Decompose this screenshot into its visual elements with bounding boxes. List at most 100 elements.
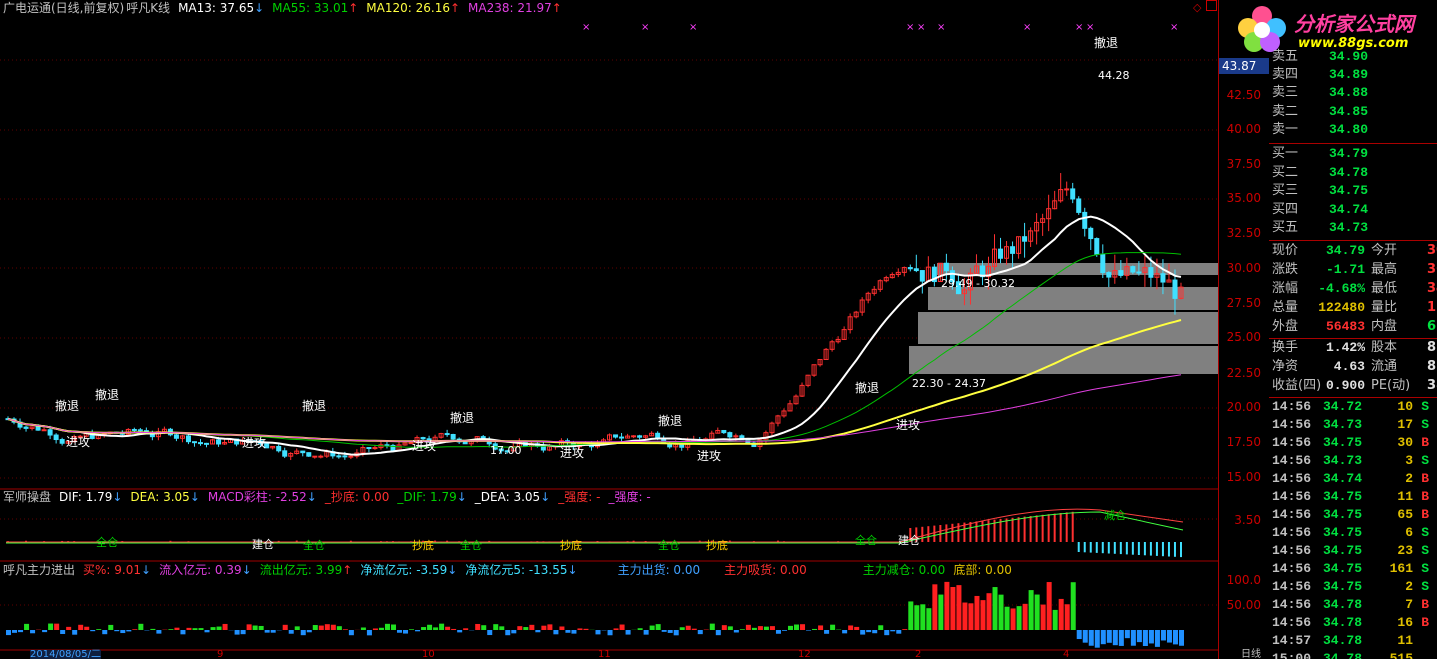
candle-body [131,428,137,431]
flow-bar [920,604,926,630]
flow-bar [739,629,745,630]
flow-bar [24,623,30,630]
flow-bar [360,627,366,630]
flow-bar [962,602,968,630]
fundamental-value: 8.6 [1427,359,1437,374]
annotation-jingong-4: 进攻 [560,446,585,460]
flow-bar [872,630,878,634]
tick-row: 14:56 34.75 6 S [1269,524,1437,542]
tick-price: 34.75 [1323,507,1363,522]
candle-body [721,429,727,434]
flow-bar [535,630,541,633]
tick-time: 14:56 [1272,507,1312,522]
diamond-icon[interactable]: ◇ [1193,1,1202,14]
flow-bar [378,627,384,630]
candle-body [222,441,228,445]
flow-bar [607,630,613,636]
candle-body [276,445,282,452]
ma120-arrow: ↑ [449,1,461,15]
candle-body [336,455,342,458]
flow-bar [998,594,1004,630]
fundamental-label: 换手 [1272,340,1299,355]
candle-body [733,435,739,438]
order-label: 卖一 [1272,121,1299,137]
flow-bar [457,630,463,633]
tick-time: 14:56 [1272,579,1312,594]
window-box-icon[interactable] [1206,0,1217,11]
flow-bar [1088,630,1094,646]
annotation-cheti-2: 撤退 [95,388,120,402]
quote-row: 涨跌 -1.71 最高 36 [1269,261,1437,279]
candle-body [360,447,366,454]
candle-body [727,432,733,438]
candle-body [29,426,35,429]
order-label: 卖三 [1272,85,1299,101]
candle-body [1064,188,1070,191]
flow-bar [866,630,872,633]
quote-row: 现价 34.79 今开 30 [1269,242,1437,260]
candle-body [450,433,456,440]
flow-bar [884,630,890,636]
candle-body [1004,246,1010,259]
flow-bar [1118,630,1124,646]
annotation-chaodi-2: 抄底 [560,539,582,552]
flow-bar [427,624,433,630]
buy-arrow: ↓ [141,563,152,577]
flow-bar [210,627,216,630]
flow-bar [336,626,342,630]
flow-bar [661,630,667,632]
tick-direction: S [1421,525,1429,540]
flow-bar [613,628,619,630]
date-month-1: 9 [217,649,224,659]
candle-body [1010,246,1016,254]
fundamental-label: 收益(四) [1272,378,1322,393]
candle-body [799,384,805,397]
order-price: 34.89 [1329,67,1369,83]
dif-label: DIF: 1.79 [59,490,113,504]
fundamental-label: 股本 [1371,340,1398,355]
flow-bar [234,630,240,635]
fundamental-row: 换手 1.42% 股本 8.9 [1269,339,1437,357]
flow-bar [1040,604,1046,630]
candle-body [631,435,637,438]
flow-bar [114,630,120,632]
flow-bar [48,623,54,630]
candle-body [805,374,811,386]
dif2-arrow: ↓ [456,490,467,504]
candlestick-chart[interactable]: × × × × × × × × × × [0,0,1218,659]
flow-bar [1034,594,1040,630]
candle-body [907,267,913,270]
tick-time: 14:56 [1272,417,1312,432]
flow-bar [727,626,733,630]
tick-time: 14:56 [1272,561,1312,576]
svg-text:×: × [917,22,925,33]
annotation-jingong-2: 进攻 [242,436,267,450]
candle-body [204,442,210,445]
price-tick: 32.50 [1226,226,1261,240]
dea2-label: _DEA: 3.05 [474,490,541,504]
candle-body [847,316,853,331]
fundamental-label: 流通 [1371,359,1398,374]
chart-area[interactable]: × × × × × × × × × × 广电运通(日线,前复权) 呼凡K线 MA13… [0,0,1218,659]
annotation-jiancang2-1: 建仓 [252,538,274,551]
candle-body [613,434,619,438]
candle-body [1178,286,1184,299]
tick-price: 34.75 [1323,435,1363,450]
candle-body [637,435,643,438]
candle-body [865,292,871,301]
candle-body [949,270,955,283]
candle-body [71,436,77,443]
flow-bar [78,624,84,630]
order-label: 买一 [1272,146,1299,161]
tick-price: 34.75 [1323,543,1363,558]
date-month-6: 4 [1063,649,1070,659]
candle-body [216,439,222,445]
annotation-jiancang: 减仓 [1104,509,1126,522]
period-label[interactable]: 日线 [1241,649,1261,659]
candle-body [1082,211,1088,229]
quote-label: 涨跌 [1272,262,1299,277]
quote-label: 总量 [1272,300,1299,315]
candle-body [77,435,83,438]
flow-bar [499,626,505,630]
order-price: 34.75 [1329,183,1369,198]
